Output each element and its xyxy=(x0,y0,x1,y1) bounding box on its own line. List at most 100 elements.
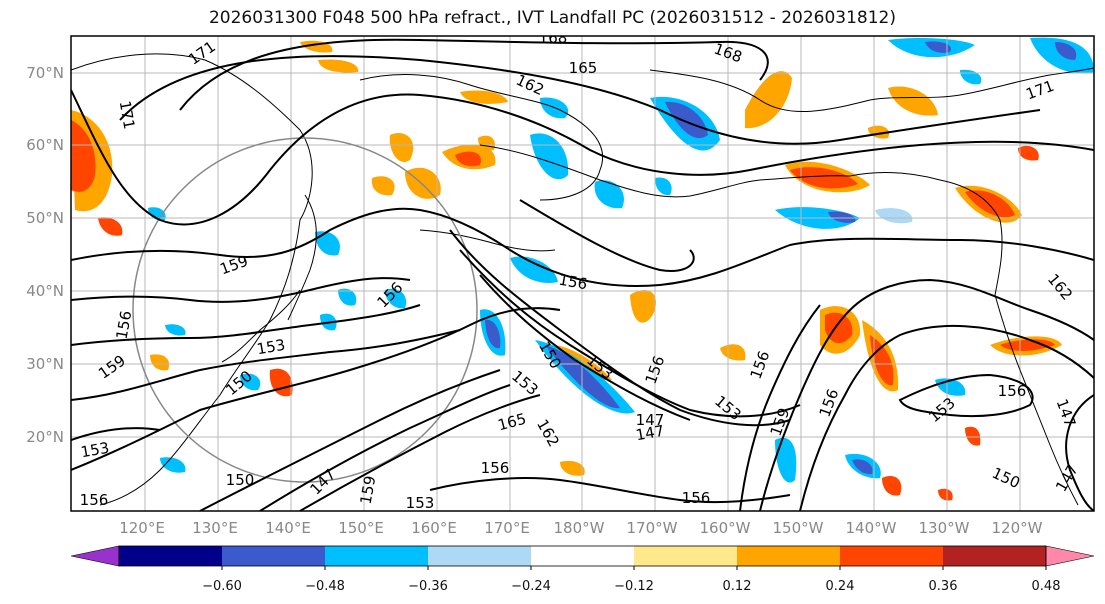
contour-label: 153 xyxy=(406,494,435,512)
latitude-label: 20°N xyxy=(26,428,64,446)
shade-positive xyxy=(389,132,414,162)
shade-positive xyxy=(825,312,853,344)
longitude-label: 160°E xyxy=(411,519,457,537)
contour-label: 147 xyxy=(634,422,665,445)
colorbar-tick-label: 0.48 xyxy=(1032,579,1061,594)
shade-negative xyxy=(160,457,186,473)
colorbar-segment xyxy=(119,546,223,566)
shade-positive xyxy=(630,290,656,323)
longitude-label: 140°W xyxy=(846,519,897,537)
colorbar-extend-high xyxy=(1045,545,1095,567)
coastlines xyxy=(71,53,1094,506)
shade-negative xyxy=(655,177,672,196)
shade-negative xyxy=(875,208,913,224)
colorbar-extend-low xyxy=(70,545,120,567)
contour-label: 150 xyxy=(226,471,255,489)
longitude-label: 150°W xyxy=(773,519,824,537)
latitude-label: 50°N xyxy=(26,209,64,227)
shade-positive xyxy=(745,71,792,129)
longitude-label: 170°W xyxy=(627,519,678,537)
shade-negative xyxy=(165,324,186,336)
latitude-label: 30°N xyxy=(26,355,64,373)
latitude-labels: 70°N 60°N 50°N 40°N 30°N 20°N xyxy=(26,64,64,446)
contour-label: 156 xyxy=(481,459,510,477)
shade-negative xyxy=(1055,42,1077,60)
contour-label: 156 xyxy=(80,491,109,509)
contour-label: 159 xyxy=(357,474,380,505)
shaded-field xyxy=(71,37,1094,501)
contour-label: 156 xyxy=(682,489,711,507)
shade-positive xyxy=(405,167,441,199)
shade-positive xyxy=(965,426,981,446)
longitude-label: 130°W xyxy=(919,519,970,537)
longitude-label: 180°W xyxy=(554,519,605,537)
shade-positive xyxy=(460,90,508,104)
colorbar-tick-label: 0.36 xyxy=(929,579,958,594)
colorbar-segment xyxy=(428,546,532,566)
projection-circle xyxy=(132,137,478,483)
colorbar-tick-label: −0.60 xyxy=(202,579,242,594)
shade-positive xyxy=(1000,339,1055,352)
contour-label: 156 xyxy=(557,271,588,294)
contour-label: 165 xyxy=(569,59,598,77)
shade-positive xyxy=(965,190,1015,218)
colorbar-tick-label: 0.24 xyxy=(826,579,855,594)
map-frame xyxy=(70,35,1095,512)
longitude-label: 160°W xyxy=(700,519,751,537)
shade-negative xyxy=(240,373,261,391)
shade-positive xyxy=(318,59,359,73)
colorbar-segment xyxy=(943,546,1047,566)
shade-negative xyxy=(338,288,357,306)
longitude-label: 120°E xyxy=(119,519,165,537)
colorbar-segment xyxy=(840,546,944,566)
contour-label: 168 xyxy=(539,29,568,47)
shade-positive xyxy=(870,335,894,386)
longitude-label: 130°E xyxy=(192,519,238,537)
longitude-label: 170°E xyxy=(484,519,530,537)
shade-negative xyxy=(665,101,708,139)
shade-negative xyxy=(828,211,856,223)
colorbar-segment xyxy=(634,546,738,566)
shade-positive xyxy=(71,120,96,192)
shade-negative xyxy=(510,256,558,283)
shade-positive xyxy=(1018,145,1039,161)
shade-positive xyxy=(882,475,902,496)
colorbar-tick-label: −0.48 xyxy=(305,579,345,594)
colorbar-tick-label: −0.12 xyxy=(614,579,654,594)
contour-label: 171 xyxy=(116,99,139,130)
shade-negative xyxy=(775,437,797,483)
map-title: 2026031300 F048 500 hPa refract., IVT La… xyxy=(208,8,896,28)
colorbar-segment xyxy=(222,546,326,566)
shade-negative xyxy=(315,231,340,256)
shade-negative xyxy=(148,207,166,221)
shade-negative xyxy=(594,180,624,209)
longitude-label: 120°W xyxy=(992,519,1043,537)
longitude-label: 150°E xyxy=(338,519,384,537)
shade-positive xyxy=(455,151,481,167)
contour-lines xyxy=(71,38,1094,511)
colorbar-segment xyxy=(531,546,635,566)
colorbar-tick-label: −0.36 xyxy=(408,579,448,594)
latitude-label: 70°N xyxy=(26,64,64,82)
colorbar-tick-label: −0.24 xyxy=(511,579,551,594)
colorbar-segment xyxy=(737,546,841,566)
shade-negative xyxy=(925,41,951,53)
colorbar xyxy=(70,545,1095,567)
shade-positive xyxy=(938,488,953,501)
contour-label: 156 xyxy=(113,309,136,340)
shade-positive xyxy=(371,176,395,196)
contour-label: 153 xyxy=(255,336,286,359)
colorbar-ticks: −0.60 −0.48 −0.36 −0.24 −0.12 0.12 0.24 0.36 0.4… xyxy=(202,566,1061,594)
shade-positive xyxy=(98,217,123,236)
longitude-labels: 120°E 130°E 140°E 150°E 160°E 170°E 180°W 170°W… xyxy=(119,519,1042,537)
shade-negative xyxy=(852,459,873,475)
colorbar-outline xyxy=(118,545,1047,567)
shade-positive xyxy=(150,354,170,371)
colorbar-segment xyxy=(325,546,429,566)
contour-label: 156 xyxy=(998,382,1027,400)
shade-positive xyxy=(790,167,858,189)
shade-negative xyxy=(385,288,407,309)
shade-positive xyxy=(560,460,585,476)
